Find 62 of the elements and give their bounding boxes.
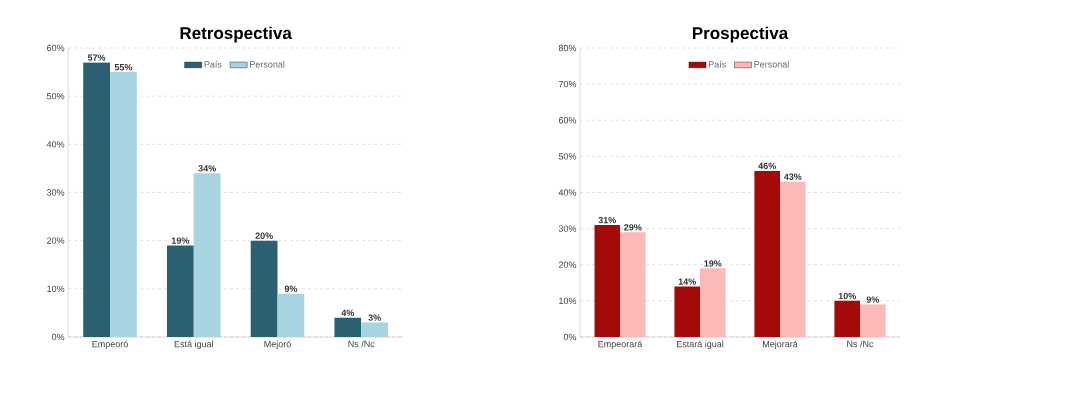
bar xyxy=(620,232,646,337)
bar xyxy=(277,293,305,337)
y-tick-label: 10% xyxy=(559,297,577,305)
bar xyxy=(700,268,726,337)
x-tick-label: Ns /Nc xyxy=(348,340,375,348)
x-tick-label: Empeorará xyxy=(598,340,643,350)
data-label: 9% xyxy=(284,285,298,292)
data-label: 9% xyxy=(866,296,880,303)
y-tick-label: 60% xyxy=(47,44,65,52)
bar xyxy=(334,317,362,337)
bar xyxy=(780,181,806,337)
x-tick-label: Mejorará xyxy=(762,340,798,350)
y-tick-label: 80% xyxy=(558,44,577,52)
y-tick-label: 40% xyxy=(46,141,65,148)
bar xyxy=(250,240,278,337)
data-label: 55% xyxy=(114,64,133,71)
x-tick-label: Mejoró xyxy=(264,340,291,350)
bar xyxy=(83,62,111,337)
chart-title: Prospectiva xyxy=(692,26,789,43)
y-tick-label: 20% xyxy=(558,261,577,268)
data-label: 57% xyxy=(87,54,106,61)
y-tick-label: 60% xyxy=(558,117,577,124)
data-label: 20% xyxy=(255,232,273,239)
bar xyxy=(110,72,137,337)
data-label: 14% xyxy=(678,278,696,285)
bar xyxy=(166,245,194,337)
bar xyxy=(859,304,886,337)
data-label: 43% xyxy=(783,173,802,180)
bar xyxy=(361,322,389,337)
x-tick-label: Ns /Nc xyxy=(847,340,874,348)
y-tick-label: 0% xyxy=(563,333,577,341)
legend-label: Personal xyxy=(754,60,789,68)
data-label: 4% xyxy=(341,309,355,317)
bar xyxy=(674,286,700,337)
legend-label: País xyxy=(204,60,222,68)
y-tick-label: 40% xyxy=(558,189,577,196)
y-tick-label: 30% xyxy=(558,225,577,232)
y-tick-label: 0% xyxy=(51,333,65,341)
data-label: 29% xyxy=(624,224,642,231)
y-tick-label: 30% xyxy=(46,189,65,196)
data-label: 31% xyxy=(598,216,616,224)
legend-label: Personal xyxy=(250,60,285,68)
x-tick-label: Estará igual xyxy=(676,340,724,350)
bar xyxy=(754,170,780,337)
chart-title: Retrospectiva xyxy=(180,26,292,43)
x-tick-label: Está igual xyxy=(174,340,213,350)
bar xyxy=(834,300,860,337)
x-tick-label: Empeoró xyxy=(92,340,128,350)
data-label: 19% xyxy=(171,237,190,244)
bar xyxy=(594,225,620,337)
y-tick-label: 50% xyxy=(46,92,65,100)
y-tick-label: 20% xyxy=(47,237,65,244)
data-label: 3% xyxy=(368,314,381,321)
y-tick-label: 70% xyxy=(558,80,577,88)
data-label: 46% xyxy=(758,162,776,170)
y-tick-label: 50% xyxy=(558,153,577,160)
data-label: 10% xyxy=(838,292,856,300)
data-label: 34% xyxy=(198,165,216,172)
y-tick-label: 10% xyxy=(47,285,65,293)
legend-label: País xyxy=(708,60,726,68)
data-label: 19% xyxy=(704,260,722,267)
bar xyxy=(193,173,221,337)
